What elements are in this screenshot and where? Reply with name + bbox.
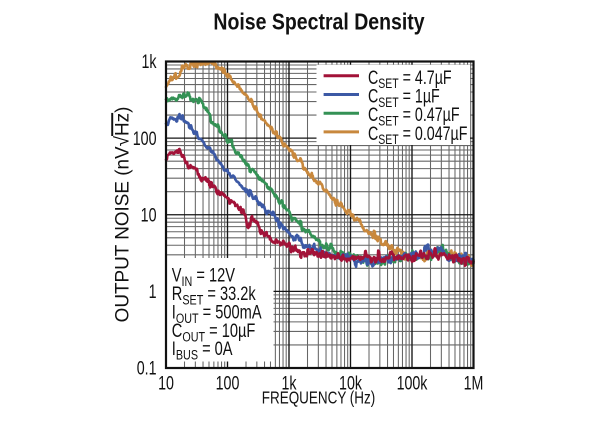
svg-text:COUT​ = 10µF: COUT​ = 10µF — [172, 320, 256, 345]
svg-text:Noise Spectral Density: Noise Spectral Density — [213, 8, 424, 35]
svg-text:0.1: 0.1 — [137, 358, 157, 380]
svg-text:1M: 1M — [464, 372, 484, 394]
svg-text:10: 10 — [158, 372, 174, 394]
svg-text:CSET​ = 0.47µF: CSET​ = 0.47µF — [368, 104, 460, 129]
svg-text:1k: 1k — [281, 372, 296, 394]
svg-text:100: 100 — [133, 128, 157, 150]
svg-text:1: 1 — [149, 281, 157, 303]
svg-text:CSET​ = 1µF: CSET​ = 1µF — [368, 86, 440, 111]
svg-text:CSET​ = 0.047µF: CSET​ = 0.047µF — [368, 123, 467, 148]
svg-text:CSET​ = 4.7µF: CSET​ = 4.7µF — [368, 67, 452, 92]
svg-text:100: 100 — [216, 372, 240, 394]
svg-text:VIN​ = 12V: VIN​ = 12V — [172, 265, 236, 290]
svg-text:1k: 1k — [141, 51, 156, 73]
svg-text:IOUT​ = 500mA: IOUT​ = 500mA — [172, 302, 262, 327]
svg-text:OUTPUT NOISE (nV√Hz): OUTPUT NOISE (nV√Hz) — [112, 107, 133, 323]
svg-text:100k: 100k — [397, 372, 428, 394]
svg-text:FREQUENCY (Hz): FREQUENCY (Hz) — [262, 389, 375, 408]
svg-text:10k: 10k — [339, 372, 362, 394]
svg-text:IBUS​ = 0A: IBUS​ = 0A — [172, 338, 233, 363]
svg-text:10: 10 — [141, 204, 157, 226]
svg-text:RSET​ = 33.2k: RSET​ = 33.2k — [172, 283, 256, 308]
